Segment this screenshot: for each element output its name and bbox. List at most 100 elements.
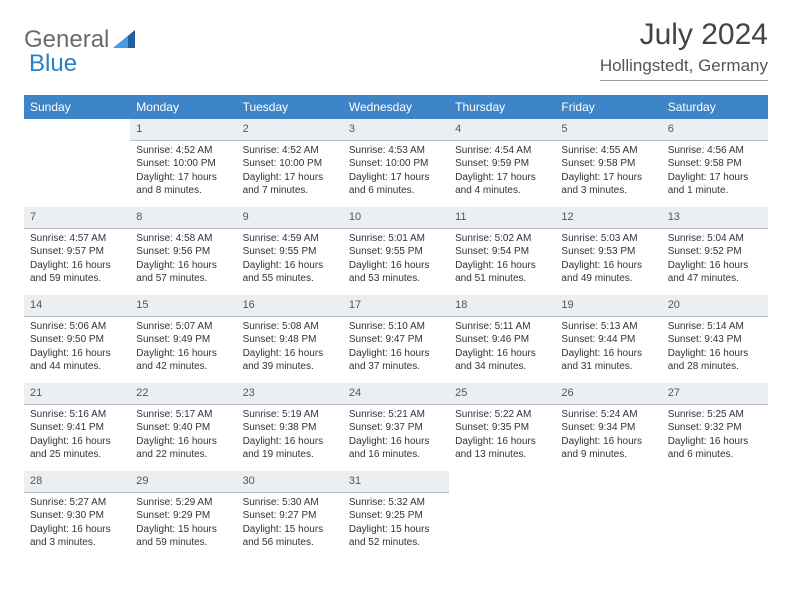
daylight-line: Daylight: 16 hours and 31 minutes. [561,347,655,374]
day-body: Sunrise: 5:32 AMSunset: 9:25 PMDaylight:… [343,493,449,553]
weekday-header: Saturday [662,95,768,119]
day-number: 12 [555,207,661,229]
sunrise-line: Sunrise: 5:14 AM [668,320,762,334]
calendar-cell: 14Sunrise: 5:06 AMSunset: 9:50 PMDayligh… [24,295,130,383]
day-number: 20 [662,295,768,317]
sunrise-line: Sunrise: 5:29 AM [136,496,230,510]
daylight-line: Daylight: 16 hours and 37 minutes. [349,347,443,374]
day-number: 10 [343,207,449,229]
weekday-header: Friday [555,95,661,119]
day-number: 11 [449,207,555,229]
sunset-line: Sunset: 9:27 PM [243,509,337,523]
day-body: Sunrise: 4:55 AMSunset: 9:58 PMDaylight:… [555,141,661,201]
calendar-cell: 16Sunrise: 5:08 AMSunset: 9:48 PMDayligh… [237,295,343,383]
sunset-line: Sunset: 10:00 PM [243,157,337,171]
sunrise-line: Sunrise: 5:22 AM [455,408,549,422]
sunrise-line: Sunrise: 4:54 AM [455,144,549,158]
day-number: 7 [24,207,130,229]
weekday-header: Wednesday [343,95,449,119]
sunset-line: Sunset: 9:38 PM [243,421,337,435]
daylight-line: Daylight: 16 hours and 49 minutes. [561,259,655,286]
day-number: 1 [130,119,236,141]
sunset-line: Sunset: 9:58 PM [668,157,762,171]
calendar-cell: 12Sunrise: 5:03 AMSunset: 9:53 PMDayligh… [555,207,661,295]
sunrise-line: Sunrise: 5:11 AM [455,320,549,334]
sunrise-line: Sunrise: 5:16 AM [30,408,124,422]
calendar-cell: 22Sunrise: 5:17 AMSunset: 9:40 PMDayligh… [130,383,236,471]
sunset-line: Sunset: 9:59 PM [455,157,549,171]
day-number: 9 [237,207,343,229]
sunrise-line: Sunrise: 5:27 AM [30,496,124,510]
sunrise-line: Sunrise: 5:01 AM [349,232,443,246]
sunset-line: Sunset: 9:30 PM [30,509,124,523]
calendar-cell: 15Sunrise: 5:07 AMSunset: 9:49 PMDayligh… [130,295,236,383]
calendar-cell: 24Sunrise: 5:21 AMSunset: 9:37 PMDayligh… [343,383,449,471]
weekday-header: Sunday [24,95,130,119]
day-body: Sunrise: 5:02 AMSunset: 9:54 PMDaylight:… [449,229,555,289]
sunset-line: Sunset: 9:50 PM [30,333,124,347]
sunrise-line: Sunrise: 4:55 AM [561,144,655,158]
daylight-line: Daylight: 16 hours and 13 minutes. [455,435,549,462]
sunset-line: Sunset: 9:54 PM [455,245,549,259]
day-body: Sunrise: 5:13 AMSunset: 9:44 PMDaylight:… [555,317,661,377]
day-number: 17 [343,295,449,317]
daylight-line: Daylight: 16 hours and 16 minutes. [349,435,443,462]
daylight-line: Daylight: 16 hours and 25 minutes. [30,435,124,462]
month-title: July 2024 [600,18,768,52]
day-body: Sunrise: 4:52 AMSunset: 10:00 PMDaylight… [237,141,343,201]
sunrise-line: Sunrise: 4:52 AM [136,144,230,158]
sunrise-line: Sunrise: 4:59 AM [243,232,337,246]
day-body: Sunrise: 5:30 AMSunset: 9:27 PMDaylight:… [237,493,343,553]
calendar-cell: 28Sunrise: 5:27 AMSunset: 9:30 PMDayligh… [24,471,130,559]
day-number: 27 [662,383,768,405]
sunrise-line: Sunrise: 5:25 AM [668,408,762,422]
sunset-line: Sunset: 9:25 PM [349,509,443,523]
day-number: 28 [24,471,130,493]
day-body: Sunrise: 5:25 AMSunset: 9:32 PMDaylight:… [662,405,768,465]
sunset-line: Sunset: 9:55 PM [243,245,337,259]
day-body: Sunrise: 5:03 AMSunset: 9:53 PMDaylight:… [555,229,661,289]
daylight-line: Daylight: 16 hours and 47 minutes. [668,259,762,286]
calendar-table: SundayMondayTuesdayWednesdayThursdayFrid… [24,95,768,559]
weekday-header: Thursday [449,95,555,119]
day-body: Sunrise: 5:10 AMSunset: 9:47 PMDaylight:… [343,317,449,377]
sunrise-line: Sunrise: 5:24 AM [561,408,655,422]
day-number: 16 [237,295,343,317]
day-number: 18 [449,295,555,317]
calendar-week-row: 28 Sunrise: 5:27 AMSunset: 9:30 PM Dayligh… [24,471,768,559]
daylight-line: Daylight: 16 hours and 39 minutes. [243,347,337,374]
daylight-line: Daylight: 16 hours and 57 minutes. [136,259,230,286]
sunset-line: Sunset: 9:57 PM [30,245,124,259]
day-body: Sunrise: 4:52 AMSunset: 10:00 PMDaylight… [130,141,236,201]
day-number: 4 [449,119,555,141]
sunrise-line: Sunrise: 5:32 AM [349,496,443,510]
calendar-cell [24,119,130,207]
daylight-line: Daylight: 15 hours and 56 minutes. [243,523,337,550]
calendar-cell: 31Sunrise: 5:32 AMSunset: 9:25 PMDayligh… [343,471,449,559]
day-body: Sunrise: 5:04 AMSunset: 9:52 PMDaylight:… [662,229,768,289]
sunset-line: Sunset: 9:46 PM [455,333,549,347]
day-body: Sunrise: 5:07 AMSunset: 9:49 PMDaylight:… [130,317,236,377]
day-body: Sunrise: 5:22 AMSunset: 9:35 PMDaylight:… [449,405,555,465]
day-body: Sunrise: 5:14 AMSunset: 9:43 PMDaylight:… [662,317,768,377]
calendar-cell: 29Sunrise: 5:29 AMSunset: 9:29 PMDayligh… [130,471,236,559]
calendar-cell: 4Sunrise: 4:54 AMSunset: 9:59 PMDaylight… [449,119,555,207]
sunset-line: Sunset: 9:34 PM [561,421,655,435]
daylight-line: Daylight: 17 hours and 8 minutes. [136,171,230,198]
calendar-cell: 1Sunrise: 4:52 AMSunset: 10:00 PMDayligh… [130,119,236,207]
sunset-line: Sunset: 9:41 PM [30,421,124,435]
calendar-cell: 2Sunrise: 4:52 AMSunset: 10:00 PMDayligh… [237,119,343,207]
sunrise-line: Sunrise: 5:03 AM [561,232,655,246]
sunrise-line: Sunrise: 5:13 AM [561,320,655,334]
day-body: Sunrise: 4:59 AMSunset: 9:55 PMDaylight:… [237,229,343,289]
calendar-cell: 9Sunrise: 4:59 AMSunset: 9:55 PMDaylight… [237,207,343,295]
calendar-cell: 21 Sunrise: 5:16 AMSunset: 9:41 PMDayligh… [24,383,130,471]
day-number: 6 [662,119,768,141]
day-number: 21 [24,383,130,405]
logo-text-blue: Blue [29,50,77,78]
sunset-line: Sunset: 9:29 PM [136,509,230,523]
sunrise-line: Sunrise: 5:06 AM [30,320,124,334]
location: Hollingstedt, Germany [600,56,768,81]
daylight-line: Daylight: 16 hours and 55 minutes. [243,259,337,286]
sunrise-line: Sunrise: 5:19 AM [243,408,337,422]
